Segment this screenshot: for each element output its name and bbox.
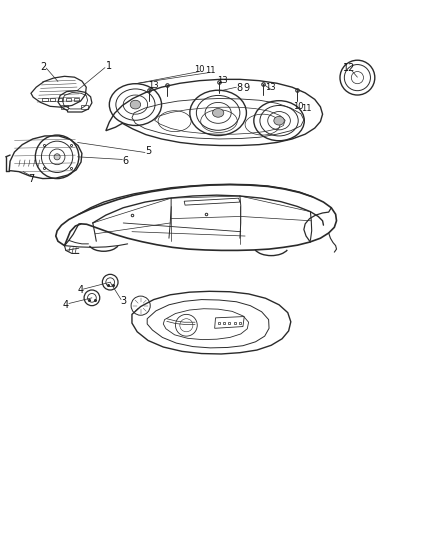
Text: 13: 13 xyxy=(148,81,159,90)
Text: 9: 9 xyxy=(244,83,250,93)
Text: 11: 11 xyxy=(301,104,311,114)
Text: 7: 7 xyxy=(28,174,34,183)
Text: 4: 4 xyxy=(78,286,84,295)
Text: 3: 3 xyxy=(120,296,126,306)
Text: 12: 12 xyxy=(343,63,356,74)
Text: 1: 1 xyxy=(106,61,113,71)
Text: 10: 10 xyxy=(293,102,304,111)
Text: 10: 10 xyxy=(194,65,205,74)
Text: 5: 5 xyxy=(145,146,152,156)
Text: 13: 13 xyxy=(265,83,276,92)
Ellipse shape xyxy=(130,100,141,109)
Text: 4: 4 xyxy=(63,300,69,310)
Text: 13: 13 xyxy=(217,76,228,85)
Text: 6: 6 xyxy=(122,156,128,166)
Circle shape xyxy=(54,154,60,160)
Text: 8: 8 xyxy=(237,83,243,93)
Ellipse shape xyxy=(212,109,224,117)
Text: 2: 2 xyxy=(40,62,47,72)
Text: 11: 11 xyxy=(205,66,215,75)
Ellipse shape xyxy=(274,116,284,125)
